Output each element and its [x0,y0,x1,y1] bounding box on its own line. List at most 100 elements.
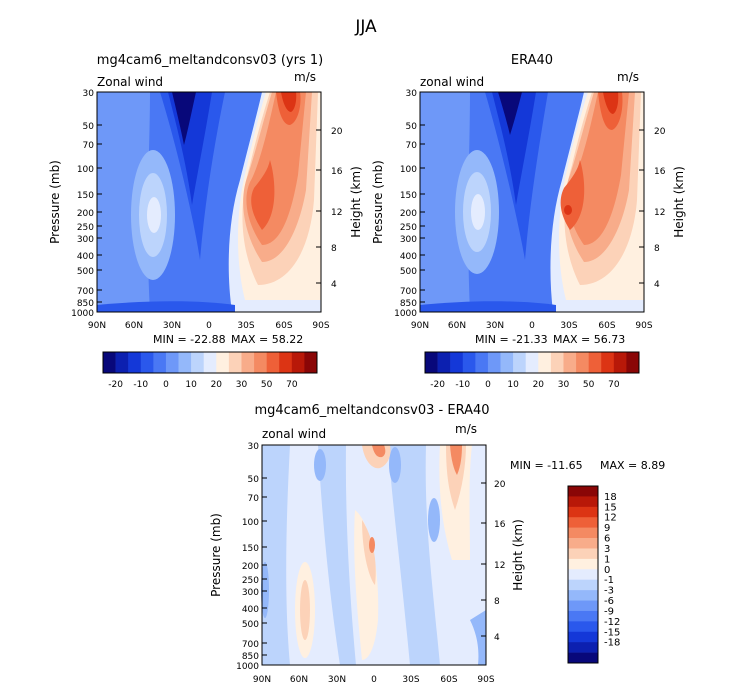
y-axis-right: 20 16 12 8 4 [481,480,506,643]
colorbar-swatch [576,352,589,373]
panel-title: ERA40 [511,53,553,68]
x-tick-label: 0 [529,321,535,331]
colorbar-label: 70 [608,380,620,390]
contour-fill [281,92,297,112]
colorbar-frame [102,351,318,374]
colorbar-swatch [568,506,598,518]
colorbar-swatch [450,352,464,373]
y-right-tick-label: 8 [331,244,337,254]
colorbar-label: -1 [604,575,614,586]
y-tick-label: 500 [77,267,94,277]
colorbar-swatch [613,352,627,373]
colorbar-label: 10 [507,380,519,390]
colorbar-swatch [568,631,598,643]
contour-fill [420,92,470,312]
y-right-tick-label: 12 [331,208,342,218]
units-label: m/s [617,70,639,84]
contour-fill [172,92,196,145]
colorbar-label: 30 [558,380,570,390]
colorbar-label: -9 [604,606,614,617]
y-tick-label: 850 [400,299,417,309]
y-tick-label: 30 [406,89,418,99]
y-tick-label: 50 [83,122,95,132]
y-right-tick-label: 20 [331,127,343,137]
y-tick-label: 150 [400,191,417,201]
contour-fill [450,445,462,475]
y-axis-right: 20 16 12 8 4 [639,127,666,290]
contour-fill [388,445,440,665]
colorbar-frame [424,351,640,374]
y-tick-label: 70 [406,141,418,151]
plot-frame [419,91,645,313]
y-tick-label: 1000 [236,662,259,672]
contour-fill [262,445,290,665]
y-tick-label: 200 [242,562,259,572]
colorbar-swatch [304,352,318,373]
colorbar-label: 18 [604,492,617,503]
colorbar-label: -10 [133,380,148,390]
x-tick-label: 0 [206,321,212,331]
colorbar-label: 50 [261,380,273,390]
y-axis-right-label: Height (km) [349,166,363,237]
contour-fill [314,449,326,481]
x-axis: 90N 60N 30N 0 30S 60S 90S [88,321,330,331]
units-label: m/s [455,422,477,436]
contour-fill [147,197,161,233]
y-axis-label: Pressure (mb) [371,160,385,244]
x-tick-label: 60S [598,321,615,331]
colorbar-label: -15 [604,627,620,638]
colorbar-swatches [103,352,318,373]
y-tick-label: 100 [242,518,259,528]
colorbar-swatch [550,352,564,373]
plot-frame [96,91,322,313]
colorbar-swatch [626,352,640,373]
y-tick-label: 850 [242,652,259,662]
y-tick-label: 250 [400,223,417,233]
y-tick-label: 700 [77,287,94,297]
colorbar-labels: -20 -10 0 10 20 30 50 70 [108,380,298,390]
colorbar-label: 15 [604,502,617,513]
x-tick-label: 90S [312,321,329,331]
colorbar-swatch [601,352,615,373]
colorbar-swatch [563,352,577,373]
x-tick-label: 30N [486,321,504,331]
x-tick-label: 90N [88,321,106,331]
contour-fill [318,445,356,665]
y-right-tick-label: 4 [331,280,337,290]
colorbar-label: -12 [604,617,620,628]
colorbar-label: -10 [455,380,470,390]
field-label: zonal wind [420,75,484,89]
panel-difference: mg4cam6_meltandconsv03 - ERA40 zonal win… [209,403,665,685]
colorbar-swatch [254,352,267,373]
y-tick-label: 300 [400,235,417,245]
colorbar-label: 6 [604,534,610,545]
colorbar-label: 20 [533,380,545,390]
colorbar-swatch [140,352,154,373]
x-axis: 90N 60N 30N 0 30S 60S 90S [411,321,653,331]
x-tick-label: 60S [275,321,292,331]
x-tick-label: 90S [477,675,494,685]
panel-title: mg4cam6_meltandconsv03 (yrs 1) [97,53,323,68]
colorbar-swatch [568,548,598,560]
min-stat: MIN = -22.88 [153,333,226,346]
y-right-tick-label: 4 [494,633,500,643]
y-tick-label: 150 [242,544,259,554]
y-tick-label: 850 [77,299,94,309]
contour-fill [470,610,486,665]
contour-fill [362,520,376,585]
colorbar-swatch [538,352,552,373]
contour-fill [568,92,629,245]
y-tick-label: 100 [400,165,417,175]
colorbar-swatch [425,352,438,373]
contour-fill [300,580,310,640]
contour-field [96,91,322,313]
colorbar-swatch [568,569,598,581]
contour-fill [564,205,572,215]
x-tick-label: 30N [328,675,346,685]
contour-fill [369,537,375,553]
x-tick-label: 60N [290,675,308,685]
y-tick-label: 150 [77,191,94,201]
